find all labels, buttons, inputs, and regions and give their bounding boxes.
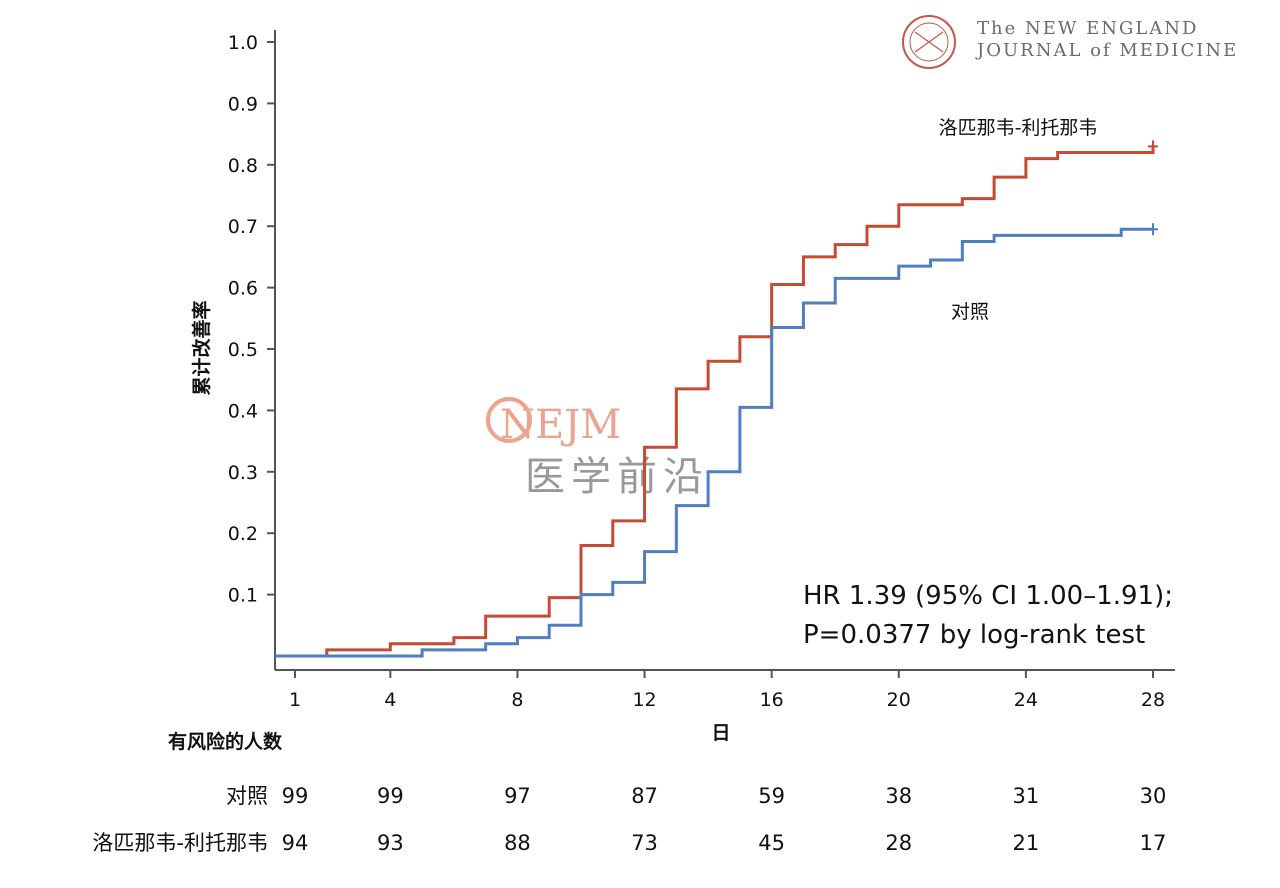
watermark-brand: NEJM — [500, 402, 621, 448]
risk-table-cell: 99 — [377, 784, 404, 808]
x-tick-label: 28 — [1141, 689, 1165, 711]
seal-inner-ring — [909, 22, 949, 62]
risk-table-cell: 87 — [631, 784, 658, 808]
series-label-control: 对照 — [951, 301, 989, 323]
x-axis: 1 4 8 12 16 20 24 28 — [289, 670, 1165, 711]
risk-table-cell: 28 — [885, 831, 912, 855]
risk-row-label-control: 对照 — [226, 784, 268, 808]
risk-table-cell: 38 — [885, 784, 912, 808]
p-value-text: P=0.0377 by log-rank test — [803, 620, 1145, 650]
risk-table-cell: 99 — [282, 784, 309, 808]
series-line-control — [275, 227, 1153, 658]
y-axis-title: 累计改善率 — [190, 300, 213, 395]
y-tick-label: 0.2 — [228, 523, 258, 545]
risk-table-cell: 45 — [758, 831, 785, 855]
x-axis-title: 日 — [711, 722, 730, 744]
x-tick-label: 8 — [511, 689, 523, 711]
journal-title-line1: The NEW ENGLAND — [977, 18, 1199, 39]
watermark-ring-icon — [486, 397, 532, 443]
journal-title-line2: JOURNAL of MEDICINE — [975, 40, 1238, 61]
y-tick-label: 0.8 — [228, 155, 258, 177]
series-label-treatment: 洛匹那韦-利托那韦 — [939, 117, 1098, 139]
y-tick-label: 0.3 — [228, 462, 258, 484]
watermark-subtitle: 医学前沿 — [525, 454, 709, 500]
x-tick-label: 20 — [887, 689, 911, 711]
risk-table-cell: 59 — [758, 784, 785, 808]
series-line-treatment — [275, 146, 1155, 658]
watermark: NEJM 医学前沿 — [486, 397, 709, 500]
risk-table-cell: 94 — [282, 831, 309, 855]
series-layer — [275, 140, 1158, 658]
seal-mark — [914, 31, 944, 53]
risk-table-cell: 73 — [631, 831, 658, 855]
risk-table-cell: 17 — [1140, 831, 1167, 855]
risk-table-values: 99 99 97 87 59 38 31 30 94 93 88 73 45 28 21 17 — [282, 784, 1167, 855]
risk-row-label-treatment: 洛匹那韦-利托那韦 — [92, 831, 268, 855]
risk-table-cell: 21 — [1013, 831, 1040, 855]
risk-table-cell: 31 — [1013, 784, 1040, 808]
y-tick-label: 0.6 — [228, 278, 258, 300]
x-tick-label: 4 — [384, 689, 396, 711]
x-tick-label: 16 — [760, 689, 784, 711]
y-tick-label: 0.1 — [228, 585, 258, 607]
risk-table-cell: 30 — [1140, 784, 1167, 808]
risk-table-cell: 88 — [504, 831, 531, 855]
hazard-ratio-text: HR 1.39 (95% CI 1.00–1.91); — [803, 581, 1173, 611]
y-tick-label: 0.4 — [228, 400, 258, 422]
x-tick-label: 24 — [1014, 689, 1038, 711]
seal-icon — [902, 15, 956, 69]
y-tick-label: 1.0 — [228, 32, 258, 54]
x-tick-label: 1 — [289, 689, 301, 711]
risk-table-title: 有风险的人数 — [168, 730, 283, 753]
risk-table-cell: 97 — [504, 784, 531, 808]
y-tick-label: 0.5 — [228, 339, 258, 361]
y-tick-label: 0.9 — [228, 93, 258, 115]
x-tick-label: 12 — [632, 689, 656, 711]
risk-table-cell: 93 — [377, 831, 404, 855]
y-axis: 0.1 0.2 0.3 0.4 0.5 0.6 0.7 0.8 0.9 1.0 — [228, 32, 275, 607]
y-tick-label: 0.7 — [228, 216, 258, 238]
journal-logo: The NEW ENGLAND JOURNAL of MEDICINE — [902, 15, 1238, 69]
